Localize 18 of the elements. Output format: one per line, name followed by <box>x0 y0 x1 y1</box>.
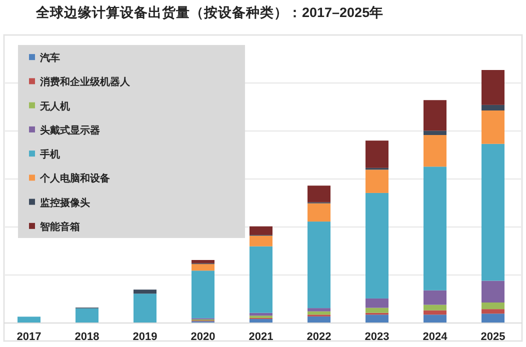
x-tick-label: 2023 <box>364 331 390 343</box>
x-tick-label: 2022 <box>306 331 332 343</box>
legend-label: 智能音箱 <box>39 220 80 233</box>
legend-label: 个人电脑和设备 <box>39 172 111 185</box>
x-tick-label: 2019 <box>132 331 158 343</box>
chart-title: 全球边缘计算设备出货量（按设备种类）：2017–2025年 <box>35 5 384 20</box>
x-tick-label: 2017 <box>16 331 42 343</box>
x-tick-label: 2018 <box>74 331 100 343</box>
x-tick-label: 2024 <box>422 331 448 343</box>
legend-label: 监控摄像头 <box>40 196 90 209</box>
x-tick-label: 2025 <box>480 331 506 343</box>
legend-label: 汽车 <box>39 52 60 64</box>
legend-label: 头戴式显示器 <box>40 124 100 136</box>
legend-label: 消费和企业级机器人 <box>39 76 131 88</box>
x-tick-label: 2021 <box>248 331 274 343</box>
legend-label: 手机 <box>39 148 60 161</box>
x-tick-label: 2020 <box>190 331 216 343</box>
legend-label: 无人机 <box>39 100 70 112</box>
